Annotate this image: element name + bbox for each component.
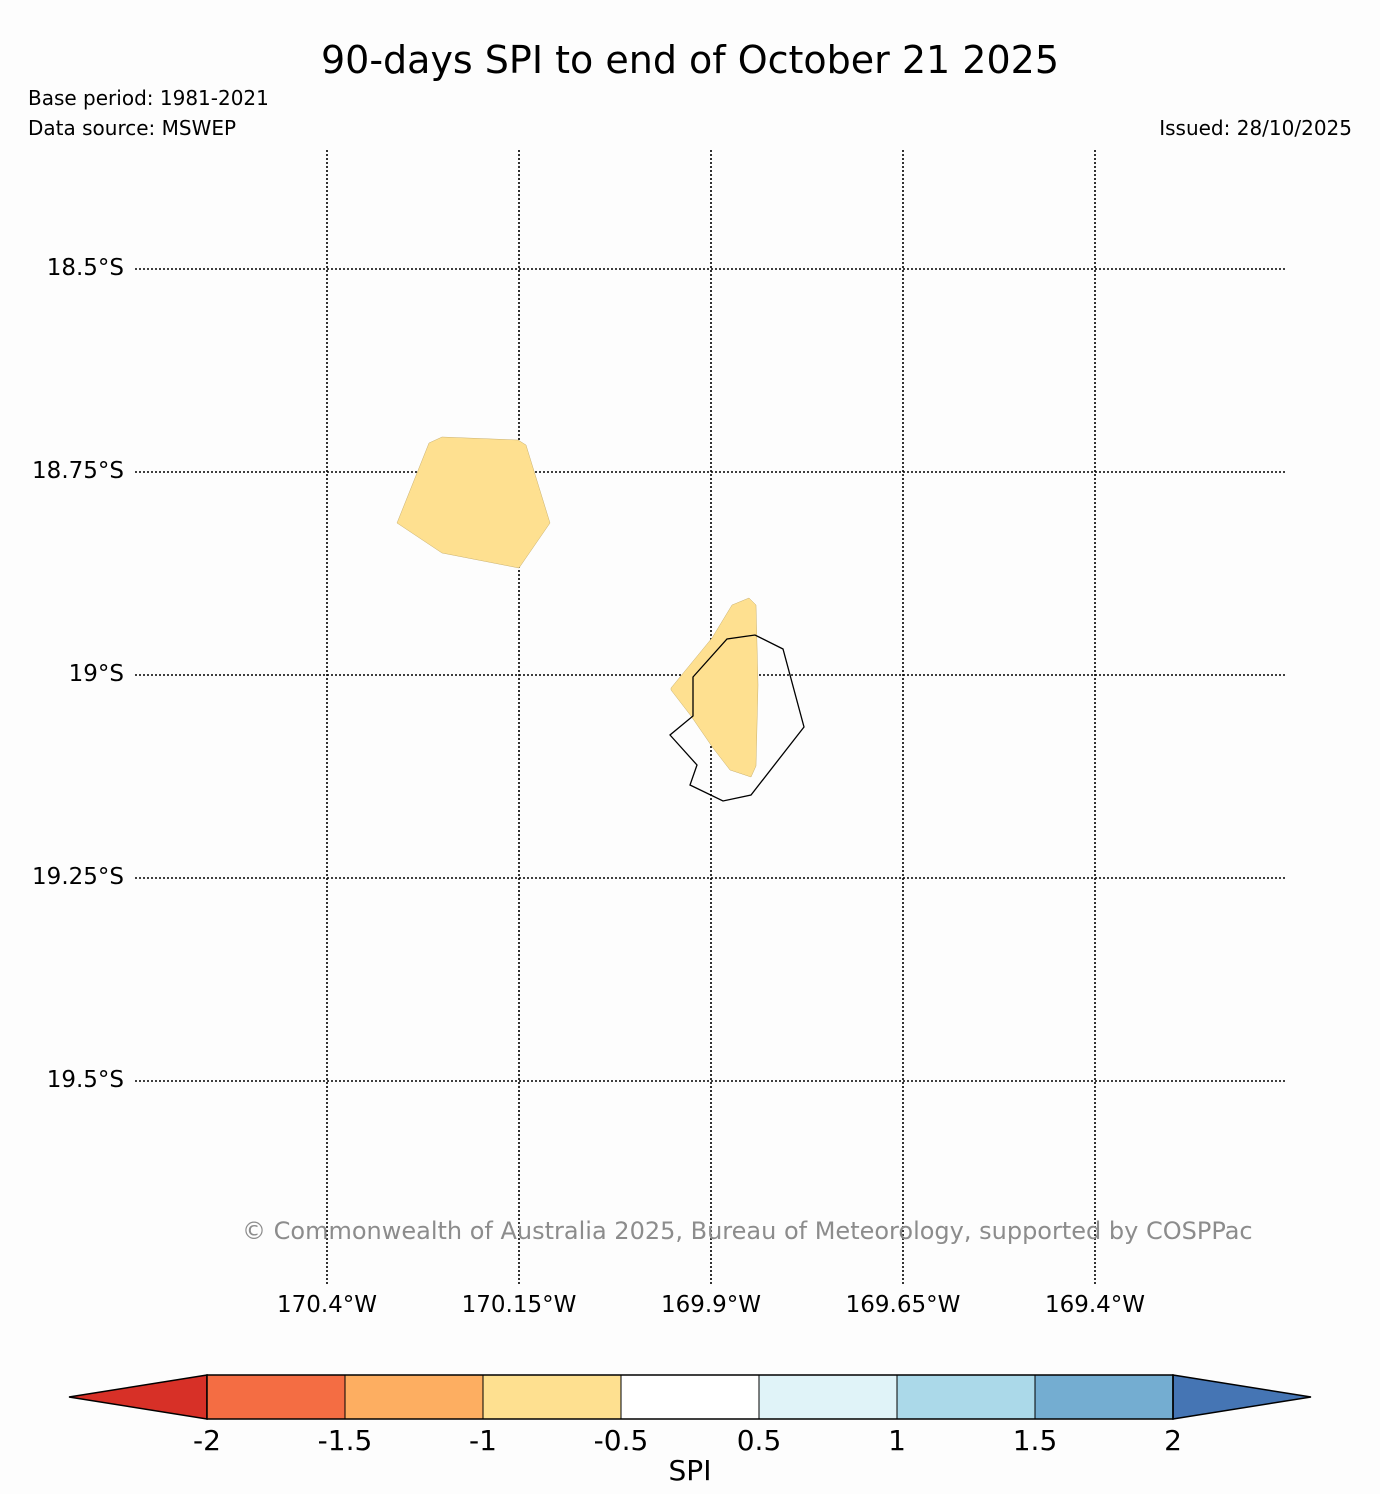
colorbar-tick-label: -0.5 <box>593 1424 649 1457</box>
lon-label: 169.4°W <box>1044 1292 1146 1318</box>
colorbar-tick-label: -2 <box>193 1424 221 1457</box>
colorbar-tick-label: -1.5 <box>317 1424 373 1457</box>
colorbar-tick-label: 1 <box>888 1424 906 1457</box>
lat-label: 18.5°S <box>46 255 124 281</box>
spi-area-north-west <box>396 436 551 569</box>
lon-label: 169.65°W <box>845 1292 961 1318</box>
colorbar-outline <box>206 1374 1174 1420</box>
colorbar-extend-high <box>1172 1374 1312 1420</box>
colorbar-tick-label: 0.5 <box>736 1424 782 1457</box>
colorbar-bin-4 <box>621 1375 759 1419</box>
lon-gridlines <box>326 150 1096 1285</box>
colorbar-bin-6 <box>897 1375 1035 1419</box>
colorbar-bin-2 <box>345 1375 483 1419</box>
data-source: Data source: MSWEP <box>28 116 237 140</box>
niue-coastline <box>669 634 805 802</box>
colorbar-extend-low <box>68 1374 208 1420</box>
colorbar-bin-3 <box>483 1375 621 1419</box>
lon-label: 170.4°W <box>276 1292 378 1318</box>
colorbar-tick-label: 2 <box>1164 1424 1182 1457</box>
colorbar <box>68 1374 1312 1420</box>
colorbar-bin-1 <box>207 1375 345 1419</box>
lon-label: 170.15°W <box>461 1292 577 1318</box>
copyright-notice: © Commonwealth of Australia 2025, Bureau… <box>242 1217 1253 1245</box>
colorbar-title: SPI <box>668 1454 712 1487</box>
lat-label: 18.75°S <box>32 458 124 484</box>
colorbar-bin-5 <box>759 1375 897 1419</box>
map-title: 90-days SPI to end of October 21 2025 <box>320 38 1060 82</box>
lat-label: 19.5°S <box>46 1067 124 1093</box>
colorbar-bin-7 <box>1035 1375 1173 1419</box>
colorbar-tick-label: 1.5 <box>1012 1424 1058 1457</box>
issued-date: Issued: 28/10/2025 <box>1159 116 1352 140</box>
base-period: Base period: 1981-2021 <box>28 86 269 110</box>
colorbar-tick-label: -1 <box>469 1424 497 1457</box>
lon-label: 169.9°W <box>660 1292 762 1318</box>
lat-label: 19.25°S <box>32 864 124 890</box>
spi-area-niue <box>670 597 759 778</box>
lat-label: 19°S <box>68 661 124 687</box>
